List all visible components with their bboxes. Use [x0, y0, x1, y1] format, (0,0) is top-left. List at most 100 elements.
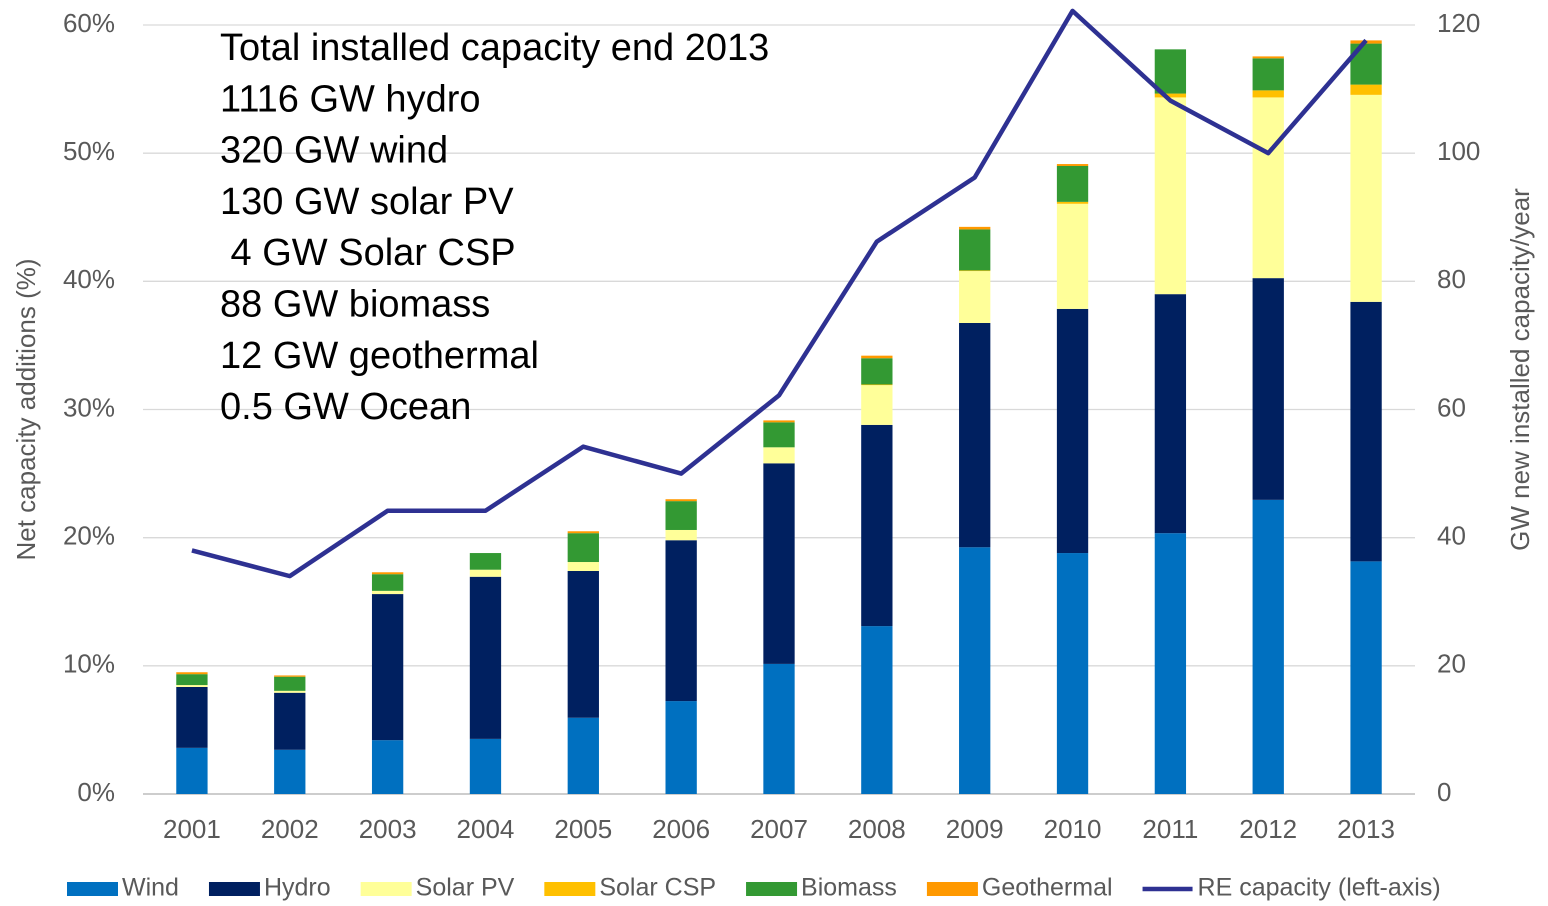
bar: [176, 685, 208, 687]
bar: [1252, 278, 1284, 500]
x-tick-label: 2012: [1239, 814, 1297, 844]
bar: [959, 547, 991, 794]
legend-label: Hydro: [264, 874, 331, 902]
bar: [959, 322, 991, 548]
y2-tick-label: 100: [1437, 136, 1480, 166]
x-tick-label: 2004: [457, 814, 515, 844]
annotation: Total installed capacity end 2013: [220, 27, 769, 69]
bar: [665, 701, 697, 794]
bar: [1252, 90, 1284, 98]
bar: [274, 749, 306, 794]
x-tick-label: 2003: [359, 814, 417, 844]
bar: [567, 570, 599, 718]
y2-tick-label: 120: [1437, 8, 1480, 38]
y2-tick-label: 0: [1437, 777, 1451, 807]
y2-tick-label: 20: [1437, 649, 1466, 679]
legend-swatch: [746, 882, 798, 896]
annotation: 320 GW wind: [220, 130, 448, 172]
bar: [176, 674, 208, 686]
y-tick-label: 10%: [63, 649, 115, 679]
legend-label: Geothermal: [982, 874, 1113, 902]
legend-label: RE capacity (left-axis): [1198, 874, 1441, 902]
bar: [274, 675, 306, 677]
y2-axis-label: GW new installed capacity/year: [1505, 188, 1535, 551]
y2-tick-label: 40: [1437, 521, 1466, 551]
y-tick-label: 50%: [63, 136, 115, 166]
bar: [567, 562, 599, 571]
bar: [665, 529, 697, 541]
bar: [567, 533, 599, 563]
bar: [763, 447, 795, 464]
bar: [1350, 94, 1382, 302]
y-tick-label: 40%: [63, 264, 115, 294]
legend-swatch: [208, 882, 260, 896]
bar: [1056, 165, 1089, 202]
x-tick-label: 2001: [163, 814, 221, 844]
y2-tick-label: 80: [1437, 264, 1466, 294]
bar: [861, 626, 893, 794]
annotation: 1116 GW hydro: [220, 78, 481, 120]
bar: [959, 271, 991, 323]
annotation: 12 GW geothermal: [220, 335, 539, 377]
bar: [665, 501, 697, 530]
legend-label: Solar CSP: [599, 874, 716, 902]
annotation: 88 GW biomass: [220, 284, 490, 326]
legend-label: Wind: [122, 874, 179, 902]
bar: [1252, 58, 1284, 91]
bar: [1154, 49, 1187, 94]
bar: [959, 270, 991, 272]
bar: [1350, 301, 1382, 562]
legend-label: Biomass: [801, 874, 897, 902]
bar: [274, 692, 306, 750]
y-tick-label: 30%: [63, 392, 115, 422]
x-tick-label: 2009: [946, 814, 1004, 844]
bar: [176, 686, 208, 748]
bar: [959, 226, 991, 230]
bar: [1154, 97, 1187, 295]
bar: [959, 229, 991, 271]
legend-swatch: [360, 882, 412, 896]
bar: [274, 690, 306, 693]
bar: [371, 594, 404, 741]
bar: [763, 422, 795, 448]
bar: [567, 531, 599, 534]
bar: [861, 355, 893, 359]
y-tick-label: 60%: [63, 8, 115, 38]
y-axis-label: Net capacity additions (%): [11, 258, 41, 560]
bar: [1350, 561, 1382, 794]
legend-label: Solar PV: [416, 874, 515, 902]
x-tick-label: 2008: [848, 814, 906, 844]
bar: [1056, 164, 1089, 166]
bar: [371, 590, 404, 595]
bar: [371, 572, 404, 575]
y-tick-label: 20%: [63, 521, 115, 551]
bar: [371, 574, 404, 591]
bar: [469, 569, 502, 577]
bar: [469, 576, 502, 739]
bar: [1252, 97, 1284, 279]
bar: [861, 384, 893, 386]
annotation: 130 GW solar PV: [220, 181, 514, 223]
legend-swatch: [926, 882, 978, 896]
bar: [763, 420, 795, 423]
bar: [371, 740, 404, 794]
bar: [763, 663, 795, 794]
bar: [861, 358, 893, 385]
bar: [1056, 553, 1089, 794]
x-tick-label: 2011: [1142, 814, 1198, 844]
x-tick-label: 2007: [750, 814, 808, 844]
x-tick-label: 2005: [554, 814, 612, 844]
bar: [1252, 499, 1284, 794]
bar: [861, 385, 893, 425]
x-tick-label: 2010: [1044, 814, 1102, 844]
x-tick-label: 2013: [1337, 814, 1395, 844]
bar: [861, 424, 893, 627]
y2-tick-label: 60: [1437, 392, 1466, 422]
bar: [469, 553, 502, 570]
bar: [567, 717, 599, 794]
bar: [1056, 201, 1089, 204]
legend-swatch: [544, 882, 596, 896]
bar: [1154, 294, 1187, 534]
bar: [1154, 93, 1187, 98]
